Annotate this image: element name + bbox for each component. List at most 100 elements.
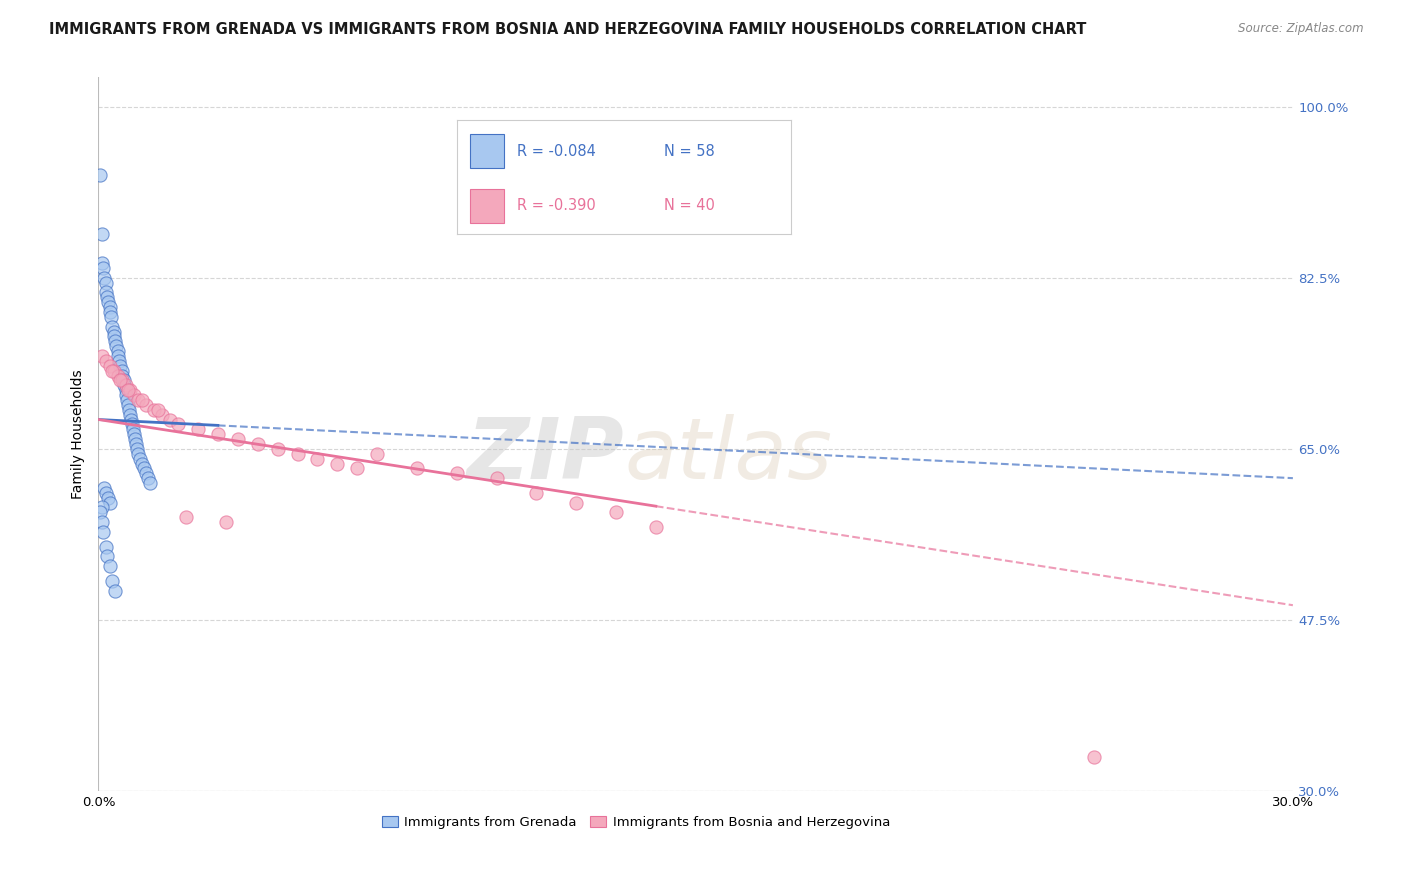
Point <box>146 402 169 417</box>
Point <box>96 354 118 368</box>
Point <box>100 495 122 509</box>
Point <box>112 373 135 387</box>
Point <box>112 378 135 392</box>
Point <box>94 540 117 554</box>
Point <box>644 520 666 534</box>
Point <box>110 364 132 378</box>
Point <box>207 427 229 442</box>
Point <box>127 442 149 456</box>
Point <box>605 505 627 519</box>
Point <box>100 310 122 324</box>
Point <box>366 447 388 461</box>
Point <box>122 422 145 436</box>
Point <box>246 437 269 451</box>
Point <box>115 392 138 407</box>
Point <box>125 437 148 451</box>
Point <box>326 457 349 471</box>
Text: Source: ZipAtlas.com: Source: ZipAtlas.com <box>1239 22 1364 36</box>
Point <box>307 451 329 466</box>
Point <box>91 260 114 275</box>
Point <box>122 427 145 442</box>
Point <box>115 378 138 392</box>
Point <box>226 432 249 446</box>
Point <box>91 349 114 363</box>
Text: atlas: atlas <box>624 414 832 497</box>
Point <box>134 461 156 475</box>
Point <box>107 344 129 359</box>
Point <box>135 398 157 412</box>
Point <box>118 402 141 417</box>
Point <box>91 500 114 515</box>
Point <box>406 461 429 475</box>
Point <box>104 334 127 349</box>
Point <box>97 491 120 505</box>
Point <box>91 524 114 539</box>
Point <box>104 583 127 598</box>
Point <box>110 359 132 373</box>
Point <box>135 467 157 481</box>
Point <box>124 432 146 446</box>
Point <box>131 392 153 407</box>
Point <box>89 505 111 519</box>
Point <box>103 329 125 343</box>
Point <box>96 549 118 564</box>
Point <box>1083 749 1105 764</box>
Point <box>120 383 142 397</box>
Point <box>94 276 117 290</box>
Point <box>485 471 508 485</box>
Point <box>122 388 145 402</box>
Legend: Immigrants from Grenada, Immigrants from Bosnia and Herzegovina: Immigrants from Grenada, Immigrants from… <box>377 811 896 834</box>
Text: IMMIGRANTS FROM GRENADA VS IMMIGRANTS FROM BOSNIA AND HERZEGOVINA FAMILY HOUSEHO: IMMIGRANTS FROM GRENADA VS IMMIGRANTS FR… <box>49 22 1087 37</box>
Point <box>111 368 134 383</box>
Point <box>101 319 124 334</box>
Point <box>107 349 129 363</box>
Point <box>446 467 468 481</box>
Point <box>105 339 128 353</box>
Point <box>117 398 139 412</box>
Point <box>101 364 124 378</box>
Point <box>89 168 111 182</box>
Point <box>93 481 115 495</box>
Point <box>120 408 142 422</box>
Text: ZIP: ZIP <box>467 414 624 497</box>
Point <box>100 359 122 373</box>
Point <box>110 373 132 387</box>
Point <box>98 559 121 574</box>
Point <box>108 354 131 368</box>
Point <box>143 402 166 417</box>
Point <box>114 383 136 397</box>
Point <box>103 325 125 339</box>
Point <box>187 422 209 436</box>
Point <box>117 383 139 397</box>
Point <box>131 457 153 471</box>
Point <box>98 300 121 314</box>
Point <box>100 305 122 319</box>
Point <box>215 515 238 529</box>
Point <box>93 270 115 285</box>
Point <box>96 485 118 500</box>
Y-axis label: Family Households: Family Households <box>72 369 86 499</box>
Point <box>167 417 190 432</box>
Point <box>100 574 122 588</box>
Point <box>103 364 125 378</box>
Point <box>120 412 142 426</box>
Point <box>91 256 114 270</box>
Point <box>129 451 152 466</box>
Point <box>107 368 129 383</box>
Point <box>121 417 143 432</box>
Point <box>346 461 368 475</box>
Point <box>565 495 588 509</box>
Point <box>115 388 138 402</box>
Point <box>139 476 162 491</box>
Point <box>111 373 134 387</box>
Point <box>127 447 149 461</box>
Point <box>90 227 112 241</box>
Point <box>526 485 548 500</box>
Point <box>96 285 118 300</box>
Point <box>150 408 173 422</box>
Point <box>136 471 159 485</box>
Point <box>266 442 288 456</box>
Point <box>97 295 120 310</box>
Point <box>90 515 112 529</box>
Point <box>127 392 149 407</box>
